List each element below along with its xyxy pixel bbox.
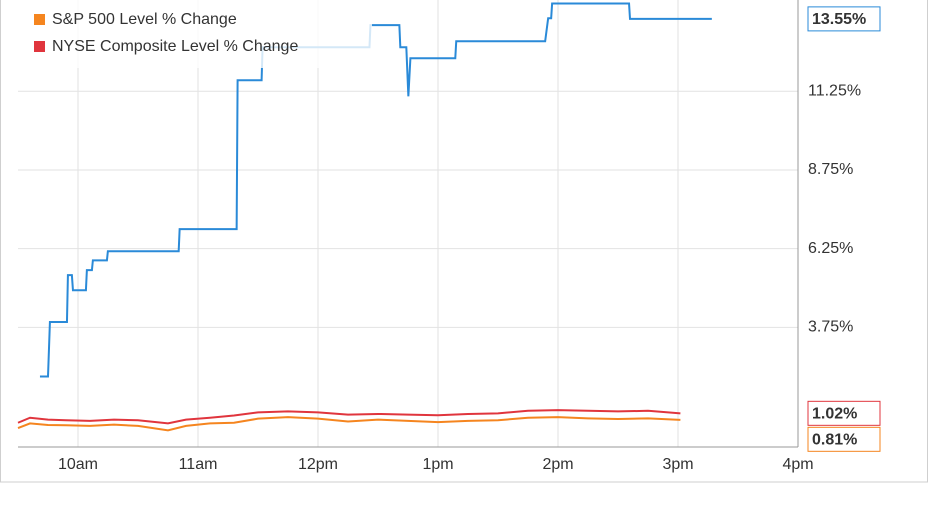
y-tick-label: 6.25% — [808, 240, 853, 257]
end-label: 1.02% — [812, 406, 857, 423]
x-tick-label: 1pm — [422, 456, 453, 473]
end-label: 13.55% — [812, 11, 866, 28]
x-tick-label: 3pm — [662, 456, 693, 473]
end-label-box — [807, 6, 881, 32]
end-label: 0.81% — [812, 432, 857, 449]
legend-box — [18, 0, 372, 68]
end-label-box — [807, 400, 881, 426]
legend-marker — [34, 14, 45, 25]
y-tick-label: 3.75% — [808, 319, 853, 336]
series-line — [17, 409, 681, 425]
legend-label: NYSE Composite Level % Change — [52, 38, 298, 55]
x-tick-label: 11am — [179, 456, 218, 473]
frame — [0, 0, 928, 483]
x-tick-label: 12pm — [298, 456, 338, 473]
x-tick-label: 10am — [58, 456, 98, 473]
x-tick-label: 2pm — [542, 456, 573, 473]
y-tick-label: 11.25% — [808, 83, 861, 100]
x-tick-label: 4pm — [782, 456, 813, 473]
series-line — [17, 416, 681, 432]
end-label-box — [807, 426, 881, 452]
series-line — [39, 2, 712, 378]
legend-label: S&P 500 Level % Change — [52, 11, 237, 28]
y-tick-label: 8.75% — [808, 161, 853, 178]
legend-marker — [34, 41, 45, 52]
